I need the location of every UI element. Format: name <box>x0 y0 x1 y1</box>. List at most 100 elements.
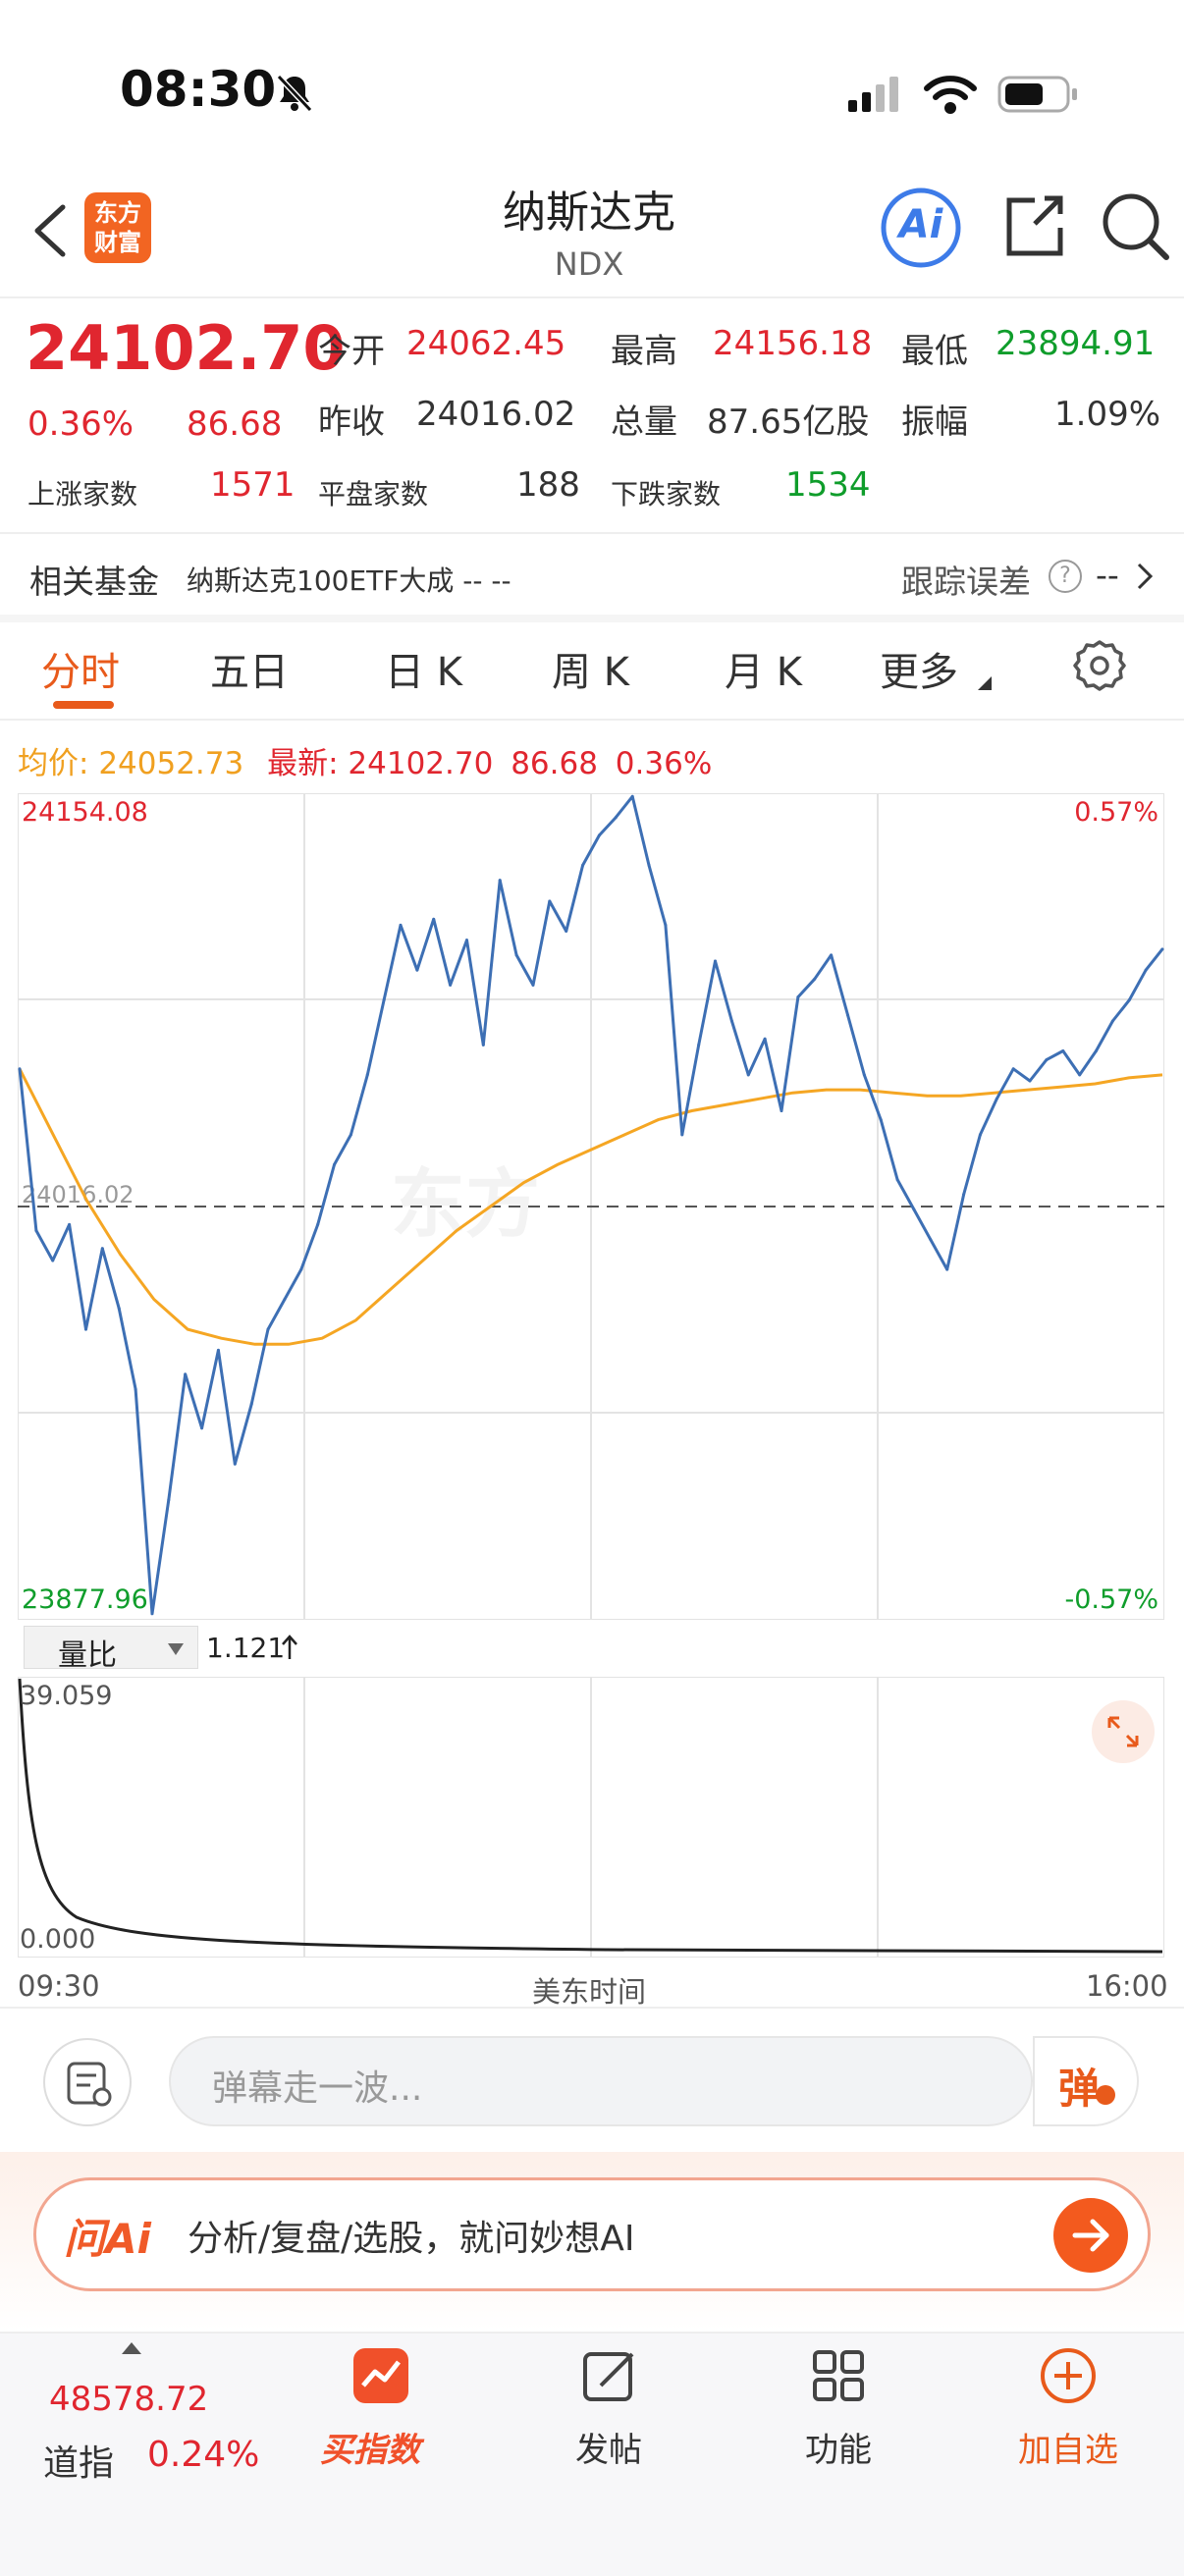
price-point <box>647 863 651 867</box>
volume-ratio-value: 1.121 <box>206 1632 286 1664</box>
volume-ratio-chart[interactable]: 39.059 0.000 <box>18 1677 1164 1958</box>
section-gap <box>0 615 1184 622</box>
dji-ticker[interactable]: 48578.72 道指 0.24% <box>29 2336 285 2484</box>
grid-icon <box>813 2350 864 2401</box>
nav-add-watchlist[interactable]: 加自选 <box>980 2340 1157 2478</box>
danmu-input[interactable]: 弹幕走一波... <box>169 2036 1037 2126</box>
divider <box>0 532 1184 534</box>
price-point <box>514 953 518 957</box>
ai-button[interactable]: Ai <box>880 187 961 268</box>
last-price: 24102.70 <box>26 312 346 384</box>
price-point <box>845 1013 849 1017</box>
tab-five-day[interactable]: 五日 <box>210 650 289 695</box>
logo-text-1: 东方 <box>94 199 141 227</box>
time-start: 09:30 <box>18 1969 100 2003</box>
price-point <box>481 1043 485 1046</box>
nav-functions[interactable]: 功能 <box>750 2340 927 2478</box>
price-point <box>1160 947 1164 951</box>
price-point <box>100 1247 104 1251</box>
price-point <box>978 1133 982 1137</box>
nav-buy-index[interactable]: 买指数 <box>291 2340 467 2478</box>
price-point <box>763 1037 767 1041</box>
price-line <box>18 794 1164 1616</box>
dji-percent: 0.24% <box>147 2435 260 2475</box>
volume-value: 87.65亿股 <box>707 402 870 442</box>
low-value: 23894.91 <box>996 324 1156 363</box>
time-end: 16:00 <box>1086 1969 1168 2003</box>
ask-ai-input[interactable]: 问Ai 分析/复盘/选股，就问妙想AI <box>33 2177 1151 2291</box>
page-title: 纳斯达克 <box>503 188 675 238</box>
search-icon[interactable] <box>1096 187 1174 265</box>
tab-weekly-k[interactable]: 周 K <box>552 650 629 695</box>
prev-close-value: 24016.02 <box>416 395 576 434</box>
price-point <box>68 1222 72 1226</box>
nav-post[interactable]: 发帖 <box>520 2340 697 2478</box>
divider <box>0 719 1184 721</box>
settings-icon[interactable] <box>1072 638 1127 697</box>
open-value: 24062.45 <box>406 324 566 363</box>
prev-close-label: 昨收 <box>318 402 385 442</box>
tab-daily-k[interactable]: 日 K <box>385 650 462 695</box>
tab-monthly-k[interactable]: 月 K <box>725 650 802 695</box>
related-fund-label: 相关基金 <box>29 563 159 601</box>
tab-intraday[interactable]: 分时 <box>41 650 120 695</box>
price-point <box>780 1108 783 1112</box>
divider <box>0 296 1184 298</box>
up-count: 1571 <box>210 465 296 505</box>
expand-icon[interactable] <box>1092 1700 1155 1763</box>
price-point <box>1028 1079 1032 1083</box>
price-point <box>449 983 453 987</box>
high-value: 24156.18 <box>713 324 873 363</box>
trend-icon <box>353 2348 408 2403</box>
price-point <box>1045 1058 1049 1062</box>
indicator-select[interactable]: 量比 <box>24 1626 198 1673</box>
high-label: 最高 <box>611 332 677 371</box>
price-point <box>1144 968 1148 972</box>
ai-button-label: Ai <box>898 202 943 247</box>
price-point <box>597 833 601 837</box>
vol-max-label: 39.059 <box>20 1681 112 1711</box>
pct-max-label: 0.57% <box>1074 797 1158 828</box>
price-point <box>879 1118 883 1122</box>
back-icon[interactable] <box>27 201 77 260</box>
price-point <box>714 959 718 963</box>
change-value: 86.68 <box>187 404 283 444</box>
wifi-icon <box>923 73 978 120</box>
tab-more[interactable]: 更多 <box>880 650 958 695</box>
battery-icon <box>997 75 1080 118</box>
up-count-label: 上涨家数 <box>27 478 138 510</box>
danmu-toggle[interactable]: 弹 <box>1033 2036 1139 2126</box>
price-point <box>464 939 468 942</box>
bottom-nav <box>0 2332 1184 2576</box>
nav-post-label: 发帖 <box>575 2431 642 2470</box>
price-point <box>233 1462 237 1466</box>
price-point <box>34 1228 38 1232</box>
nav-functions-label: 功能 <box>805 2431 872 2470</box>
amplitude-label: 振幅 <box>901 402 968 442</box>
price-point <box>365 1073 369 1077</box>
price-point <box>333 1162 337 1166</box>
price-point <box>548 899 552 903</box>
comment-list-button[interactable] <box>43 2038 132 2126</box>
edit-icon <box>583 2352 634 2401</box>
volume-ratio-line <box>18 1678 1163 1954</box>
help-icon[interactable]: ? <box>1049 560 1082 593</box>
price-point <box>912 1208 916 1211</box>
nav-add-watchlist-label: 加自选 <box>1018 2431 1118 2470</box>
price-point <box>51 1259 55 1262</box>
intraday-price-chart[interactable]: 东方 24016.02 24154.08 23877.96 0.57% -0.5… <box>18 793 1164 1620</box>
status-time: 08:30 <box>120 61 277 118</box>
index-code: NDX <box>554 245 624 283</box>
ask-ai-text: 分析/复盘/选股，就问妙想AI <box>188 2219 635 2259</box>
price-point <box>283 1298 287 1302</box>
down-count: 1534 <box>785 465 871 505</box>
related-fund-row[interactable]: 相关基金 纳斯达克100ETF大成 -- -- 跟踪误差 ? -- <box>0 534 1184 615</box>
price-point <box>150 1612 154 1616</box>
share-icon[interactable] <box>996 187 1074 265</box>
arrow-right-icon[interactable] <box>1053 2198 1128 2273</box>
price-point <box>216 1348 220 1352</box>
list-icon <box>67 2062 112 2107</box>
latest-percent: 0.36% <box>615 746 713 781</box>
danmu-placeholder: 弹幕走一波... <box>212 2068 423 2109</box>
mute-icon <box>273 71 316 118</box>
